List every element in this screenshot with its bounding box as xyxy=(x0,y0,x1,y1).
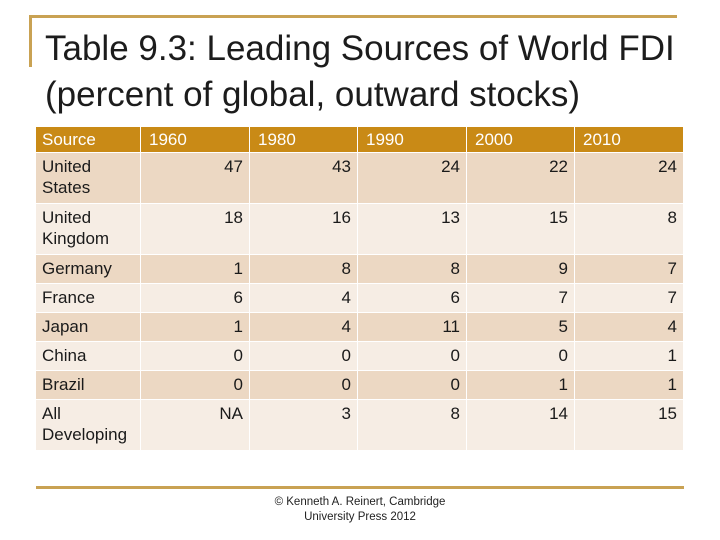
cell-value: 1 xyxy=(141,255,250,284)
table-row: Brazil 0 0 0 1 1 xyxy=(36,371,684,400)
table-row: All Developing NA 3 8 14 15 xyxy=(36,400,684,451)
cell-value: 0 xyxy=(250,371,358,400)
bottom-accent-rule xyxy=(36,486,684,489)
table-row: United States 47 43 24 22 24 xyxy=(36,153,684,204)
cell-value: 0 xyxy=(141,371,250,400)
header-1980: 1980 xyxy=(250,127,358,153)
cell-value: 22 xyxy=(467,153,575,204)
cell-value: 8 xyxy=(358,255,467,284)
cell-value: 16 xyxy=(250,204,358,255)
cell-value: 15 xyxy=(467,204,575,255)
row-source: United Kingdom xyxy=(36,204,141,255)
cell-value: 0 xyxy=(250,342,358,371)
table-row: Germany 1 8 8 9 7 xyxy=(36,255,684,284)
table-row: Japan 1 4 11 5 4 xyxy=(36,313,684,342)
row-source: China xyxy=(36,342,141,371)
header-1960: 1960 xyxy=(141,127,250,153)
cell-value: 7 xyxy=(575,284,684,313)
cell-value: 6 xyxy=(141,284,250,313)
cell-value: 1 xyxy=(141,313,250,342)
cell-value: 8 xyxy=(575,204,684,255)
row-source: United States xyxy=(36,153,141,204)
cell-value: 0 xyxy=(467,342,575,371)
cell-value: 11 xyxy=(358,313,467,342)
header-2000: 2000 xyxy=(467,127,575,153)
cell-value: 0 xyxy=(358,342,467,371)
cell-value: 9 xyxy=(467,255,575,284)
top-accent-rule xyxy=(29,15,677,18)
header-source: Source xyxy=(36,127,141,153)
cell-value: 13 xyxy=(358,204,467,255)
left-accent-rule xyxy=(29,15,32,67)
cell-value: 4 xyxy=(250,313,358,342)
cell-value: 1 xyxy=(467,371,575,400)
cell-value: 7 xyxy=(467,284,575,313)
cell-value: 43 xyxy=(250,153,358,204)
cell-value: 24 xyxy=(575,153,684,204)
table-row: China 0 0 0 0 1 xyxy=(36,342,684,371)
credit-line-1: © Kenneth A. Reinert, Cambridge xyxy=(274,496,446,508)
header-2010: 2010 xyxy=(575,127,684,153)
cell-value: 8 xyxy=(250,255,358,284)
cell-value: 0 xyxy=(358,371,467,400)
cell-value: 7 xyxy=(575,255,684,284)
credit-line-2: University Press 2012 xyxy=(304,511,416,523)
row-source: All Developing xyxy=(36,400,141,451)
cell-value: 47 xyxy=(141,153,250,204)
cell-value: 6 xyxy=(358,284,467,313)
fdi-table: Source 1960 1980 1990 2000 2010 United S… xyxy=(36,127,684,451)
cell-value: 1 xyxy=(575,342,684,371)
cell-value: NA xyxy=(141,400,250,451)
cell-value: 5 xyxy=(467,313,575,342)
row-source: Brazil xyxy=(36,371,141,400)
cell-value: 1 xyxy=(575,371,684,400)
cell-value: 4 xyxy=(575,313,684,342)
cell-value: 0 xyxy=(141,342,250,371)
slide-title: Table 9.3: Leading Sources of World FDI … xyxy=(45,29,675,114)
row-source: France xyxy=(36,284,141,313)
row-source: Japan xyxy=(36,313,141,342)
cell-value: 4 xyxy=(250,284,358,313)
table-row: France 6 4 6 7 7 xyxy=(36,284,684,313)
cell-value: 8 xyxy=(358,400,467,451)
cell-value: 14 xyxy=(467,400,575,451)
copyright-credit: © Kenneth A. Reinert, Cambridge Universi… xyxy=(260,495,460,525)
header-1990: 1990 xyxy=(358,127,467,153)
cell-value: 24 xyxy=(358,153,467,204)
cell-value: 18 xyxy=(141,204,250,255)
table-row: United Kingdom 18 16 13 15 8 xyxy=(36,204,684,255)
cell-value: 3 xyxy=(250,400,358,451)
row-source: Germany xyxy=(36,255,141,284)
table-header-row: Source 1960 1980 1990 2000 2010 xyxy=(36,127,684,153)
cell-value: 15 xyxy=(575,400,684,451)
